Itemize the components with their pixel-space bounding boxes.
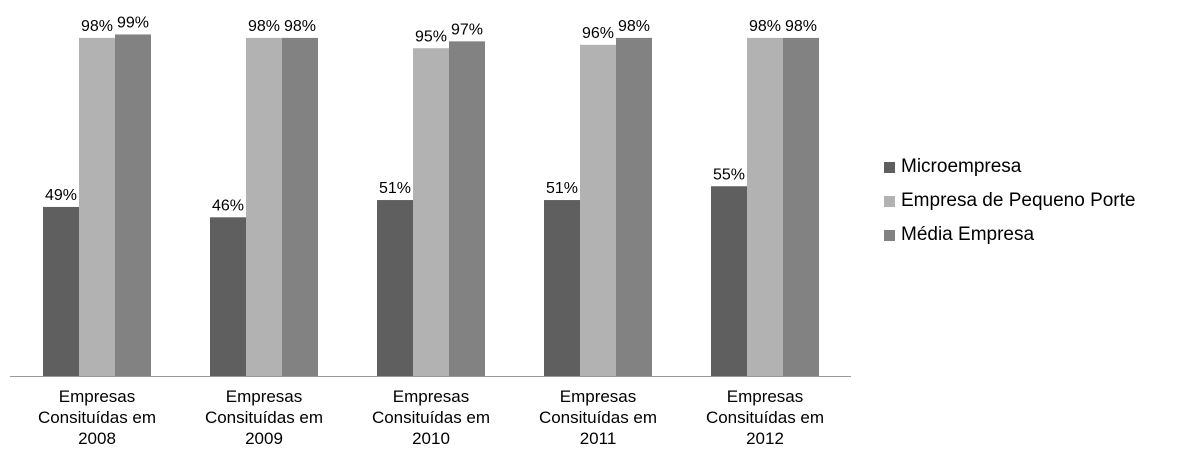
data-label: 49% [45,187,77,204]
legend-label-media-empresa: Média Empresa [901,224,1035,245]
bar-2010-s0 [377,200,413,376]
data-label: 96% [582,25,614,42]
bar-2009-s2 [282,37,318,377]
legend-swatch-microempresa [884,161,895,173]
bar-2011-s0 [544,200,580,376]
bar-2009-s0 [210,217,246,376]
bar-2008-s2 [115,34,151,376]
x-tick-label: Empresas Consituídas em 2008 [38,387,156,448]
x-tick-label: Empresas Consituídas em 2012 [706,387,824,448]
bar-2009-s1 [246,37,282,377]
legend-label-pequeno-porte: Empresa de Pequeno Porte [901,190,1136,211]
bar-2012-s2 [783,37,819,377]
x-tick-label: Empresas Consituídas em 2009 [205,387,323,448]
bar-2008-s1 [79,37,115,377]
data-label: 98% [785,18,817,35]
bar-2008-s0 [43,206,79,376]
bar-2012-s0 [711,186,747,376]
data-label: 99% [117,14,149,31]
legend-item-microempresa: Microempresa [884,150,1136,184]
legend-swatch-media-empresa [884,229,895,241]
legend-swatch-pequeno-porte [884,195,895,207]
data-label: 98% [749,18,781,35]
data-label: 95% [415,28,447,45]
data-label: 98% [284,18,316,35]
bar-2010-s2 [449,41,485,376]
data-label: 46% [212,197,244,214]
bar-2010-s1 [413,48,449,376]
legend-item-media-empresa: Média Empresa [884,218,1136,252]
data-label: 98% [248,18,280,35]
bar-2011-s2 [616,37,652,377]
legend: Microempresa Empresa de Pequeno Porte Mé… [884,150,1136,252]
data-label: 55% [713,166,745,183]
data-label: 97% [451,21,483,38]
bar-2012-s1 [747,37,783,377]
data-label: 51% [379,180,411,197]
legend-item-pequeno-porte: Empresa de Pequeno Porte [884,184,1136,218]
bar-2011-s1 [580,44,616,377]
x-tick-label: Empresas Consituídas em 2010 [372,387,490,448]
legend-label-microempresa: Microempresa [901,156,1022,177]
data-label: 51% [546,180,578,197]
x-tick-label: Empresas Consituídas em 2011 [539,387,657,448]
data-label: 98% [81,18,113,35]
data-label: 98% [618,18,650,35]
